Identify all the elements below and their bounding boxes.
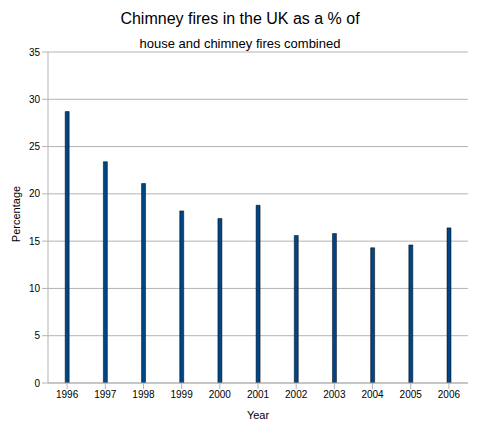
html-text:Chimney fires in the UK as a %: Chimney fires in the UK as a % of (120, 10, 360, 27)
html-text:Percentage: Percentage (10, 185, 22, 243)
html-text:house and chimney fires combin: house and chimney fires combined (139, 36, 341, 51)
svg-text:20: 20 (29, 188, 41, 199)
svg-text:2005: 2005 (400, 389, 423, 400)
svg-text:1996: 1996 (56, 389, 79, 400)
svg-text:0: 0 (34, 378, 40, 389)
svg-text:1998: 1998 (132, 389, 155, 400)
svg-text:5: 5 (34, 330, 40, 341)
svg-text:2004: 2004 (361, 389, 384, 400)
html-text:Year: Year (246, 409, 270, 421)
svg-text:35: 35 (29, 47, 41, 58)
svg-text:2006: 2006 (438, 389, 461, 400)
svg-text:30: 30 (29, 94, 41, 105)
svg-text:2000: 2000 (209, 389, 232, 400)
svg-text:1999: 1999 (171, 389, 194, 400)
svg-text:10: 10 (29, 283, 41, 294)
svg-text:2002: 2002 (285, 389, 308, 400)
svg-text:15: 15 (29, 236, 41, 247)
svg-text:2003: 2003 (323, 389, 346, 400)
svg-text:1997: 1997 (94, 389, 117, 400)
svg-text:25: 25 (29, 141, 41, 152)
svg-text:2001: 2001 (247, 389, 270, 400)
